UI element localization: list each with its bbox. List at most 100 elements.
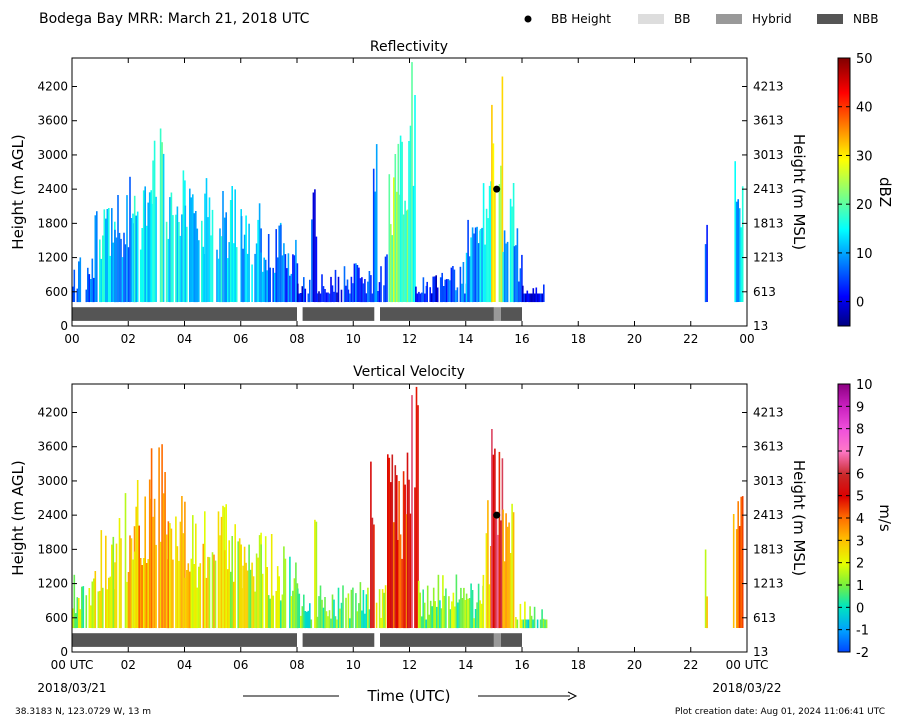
- data-column: [474, 227, 477, 302]
- data-column: [124, 493, 127, 628]
- data-column: [145, 225, 148, 303]
- data-column: [473, 233, 475, 302]
- data-column: [462, 262, 465, 303]
- data-column: [78, 261, 80, 303]
- data-column: [133, 551, 136, 629]
- data-column: [109, 576, 112, 629]
- data-column: [447, 279, 450, 302]
- data-column: [371, 293, 374, 303]
- data-column: [500, 520, 502, 628]
- data-column: [333, 291, 335, 303]
- data-column: [181, 496, 183, 628]
- data-column: [331, 285, 334, 302]
- data-column: [738, 526, 741, 628]
- data-column: [740, 227, 742, 302]
- data-column: [223, 217, 226, 303]
- data-column: [94, 571, 97, 629]
- data-column: [353, 263, 356, 302]
- data-column: [741, 186, 744, 302]
- data-column: [312, 192, 315, 302]
- bb-height-point: [493, 511, 501, 519]
- data-column: [365, 293, 368, 303]
- y-tick-label-left: 1800: [37, 216, 68, 230]
- data-column: [432, 587, 435, 628]
- data-column: [342, 585, 344, 628]
- data-column: [144, 496, 146, 629]
- data-column: [706, 224, 708, 302]
- data-column: [538, 293, 541, 303]
- y-tick-label-right: 3013: [753, 474, 784, 488]
- data-column: [192, 194, 194, 302]
- colorbar-tick-label: -2: [856, 646, 869, 661]
- data-column: [381, 589, 384, 629]
- data-column: [355, 263, 357, 302]
- data-column: [396, 191, 398, 302]
- data-column: [318, 596, 320, 628]
- x-axis-label: Time (UTC): [367, 687, 451, 705]
- data-column: [485, 208, 488, 303]
- data-column: [96, 211, 98, 302]
- data-column: [372, 168, 375, 303]
- data-column: [198, 240, 200, 302]
- data-column: [398, 481, 400, 629]
- data-column: [145, 563, 148, 628]
- data-column: [490, 546, 492, 629]
- data-column: [404, 484, 406, 629]
- data-column: [533, 606, 536, 628]
- data-column: [141, 565, 143, 628]
- legend-bb-swatch: [638, 14, 664, 24]
- data-column: [417, 405, 419, 628]
- data-column: [470, 237, 472, 302]
- data-column: [76, 288, 79, 303]
- colorbar-tick-label: 50: [856, 52, 873, 67]
- data-column: [118, 518, 121, 629]
- data-column: [293, 578, 296, 629]
- data-column: [264, 536, 267, 628]
- data-column: [193, 213, 196, 303]
- data-column: [175, 516, 177, 629]
- data-column: [223, 550, 226, 629]
- bright-band-bar: [500, 633, 522, 647]
- colorbar-tick-label: 9: [856, 400, 864, 415]
- data-column: [214, 560, 217, 628]
- data-column: [330, 618, 332, 628]
- data-column: [401, 141, 403, 303]
- data-column: [735, 201, 738, 303]
- data-column: [240, 544, 242, 629]
- bright-band-bar: [72, 307, 297, 321]
- data-column: [284, 254, 287, 303]
- data-column: [322, 286, 325, 302]
- data-column: [388, 457, 391, 628]
- data-column: [249, 569, 252, 628]
- data-column: [88, 274, 91, 303]
- velocity-ylabel-right: Height (m MSL): [790, 460, 808, 576]
- data-column: [219, 228, 221, 303]
- data-column: [152, 160, 154, 303]
- colorbar-tick-label: 8: [856, 423, 864, 438]
- data-column: [162, 493, 165, 628]
- data-column: [303, 277, 305, 303]
- data-column: [144, 186, 146, 302]
- data-column: [393, 522, 395, 628]
- data-column: [524, 619, 527, 629]
- x-tick-label: 08: [289, 332, 304, 346]
- data-column: [90, 605, 92, 628]
- data-column: [487, 500, 489, 629]
- data-column: [470, 583, 472, 629]
- data-column: [260, 544, 262, 628]
- data-column: [231, 536, 233, 629]
- velocity-x-axis: 00 UTC 02 04 06 08 10 12 14 16 18 20 22 00 UTC: [51, 384, 768, 672]
- data-column: [435, 606, 438, 629]
- data-column: [345, 285, 347, 302]
- data-column: [490, 181, 492, 303]
- data-column: [367, 587, 369, 629]
- legend-hybrid-swatch: [716, 14, 742, 24]
- data-column: [186, 226, 188, 303]
- data-column: [529, 606, 531, 629]
- y-tick-label-right: 1813: [753, 216, 784, 230]
- data-column: [153, 498, 156, 628]
- data-column: [301, 286, 304, 302]
- data-column: [545, 619, 548, 629]
- data-column: [378, 282, 381, 303]
- data-column: [737, 501, 739, 628]
